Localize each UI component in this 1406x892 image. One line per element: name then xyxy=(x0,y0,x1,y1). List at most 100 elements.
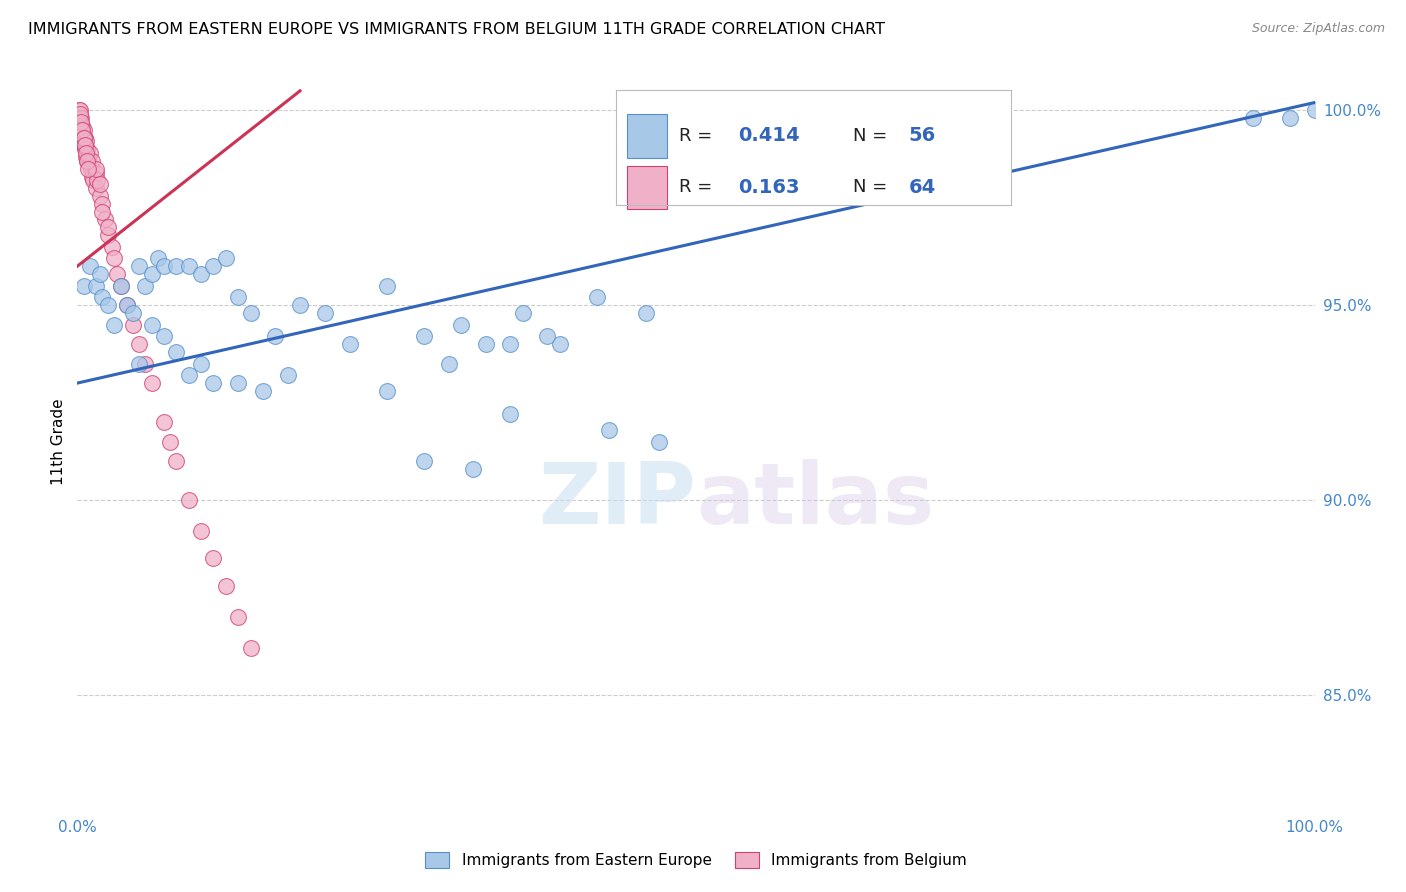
Point xyxy=(72,130,94,145)
Point xyxy=(437,357,460,371)
Point xyxy=(177,368,200,383)
Point xyxy=(226,376,249,390)
Point xyxy=(146,252,169,266)
Point xyxy=(72,278,94,293)
Point xyxy=(72,119,94,133)
Point xyxy=(76,142,98,156)
Point xyxy=(79,158,101,172)
Point xyxy=(75,146,97,161)
Point xyxy=(70,111,93,125)
Point xyxy=(80,161,103,176)
Point xyxy=(512,306,534,320)
Point xyxy=(288,298,311,312)
Point xyxy=(69,111,91,125)
Point xyxy=(1241,111,1264,125)
Point xyxy=(84,166,107,180)
Point xyxy=(72,123,94,137)
Point xyxy=(141,318,163,332)
Point xyxy=(499,407,522,421)
Point xyxy=(264,329,287,343)
Point xyxy=(128,357,150,371)
Point xyxy=(91,204,114,219)
Point xyxy=(82,173,104,187)
Point xyxy=(128,259,150,273)
Point xyxy=(76,153,98,168)
Point xyxy=(105,267,128,281)
Point xyxy=(226,290,249,304)
Point xyxy=(69,107,91,121)
Point xyxy=(548,337,571,351)
Point xyxy=(84,161,107,176)
Point xyxy=(153,329,176,343)
Point xyxy=(474,337,496,351)
Point xyxy=(91,197,114,211)
Point xyxy=(141,376,163,390)
Point xyxy=(450,318,472,332)
Y-axis label: 11th Grade: 11th Grade xyxy=(51,398,66,485)
Point xyxy=(202,551,225,566)
Point xyxy=(239,306,262,320)
Point xyxy=(412,329,434,343)
Point xyxy=(86,173,108,187)
Point xyxy=(115,298,138,312)
Point xyxy=(103,252,125,266)
Point xyxy=(586,290,609,304)
Point xyxy=(76,153,98,168)
Point xyxy=(73,130,96,145)
Point xyxy=(536,329,558,343)
Point xyxy=(1303,103,1326,118)
Point xyxy=(165,345,187,359)
Point xyxy=(75,135,97,149)
Text: atlas: atlas xyxy=(696,459,934,542)
Point xyxy=(190,267,212,281)
Point xyxy=(375,278,398,293)
Point xyxy=(190,357,212,371)
Point xyxy=(177,493,200,508)
Point xyxy=(73,138,96,153)
Point xyxy=(67,111,90,125)
Point xyxy=(314,306,336,320)
Point xyxy=(177,259,200,273)
Point xyxy=(70,127,93,141)
Point xyxy=(77,161,100,176)
Point xyxy=(134,357,156,371)
Point xyxy=(69,103,91,118)
Point xyxy=(84,181,107,195)
Point xyxy=(165,259,187,273)
Point xyxy=(72,138,94,153)
Point xyxy=(72,130,94,145)
Point xyxy=(70,115,93,129)
Point xyxy=(97,220,120,235)
Point xyxy=(97,227,120,242)
Point xyxy=(226,610,249,624)
Point xyxy=(190,524,212,538)
Text: IMMIGRANTS FROM EASTERN EUROPE VS IMMIGRANTS FROM BELGIUM 11TH GRADE CORRELATION: IMMIGRANTS FROM EASTERN EUROPE VS IMMIGR… xyxy=(28,22,886,37)
Point xyxy=(110,278,132,293)
Point xyxy=(89,267,111,281)
Point xyxy=(598,423,620,437)
Point xyxy=(93,212,115,227)
Point xyxy=(79,146,101,161)
Point xyxy=(79,259,101,273)
Point xyxy=(165,454,187,468)
Point xyxy=(215,252,238,266)
Point xyxy=(122,318,145,332)
Point xyxy=(159,434,181,449)
Point xyxy=(153,415,176,429)
Point xyxy=(73,142,96,156)
Point xyxy=(153,259,176,273)
Point xyxy=(67,103,90,118)
Point xyxy=(636,306,658,320)
Point xyxy=(110,278,132,293)
Point xyxy=(72,127,94,141)
Point xyxy=(82,153,104,168)
Point xyxy=(277,368,299,383)
Point xyxy=(75,150,97,164)
Point xyxy=(91,290,114,304)
Point xyxy=(115,298,138,312)
Point xyxy=(84,278,107,293)
Point xyxy=(67,119,90,133)
Point xyxy=(70,119,93,133)
Point xyxy=(72,123,94,137)
Point xyxy=(239,641,262,656)
